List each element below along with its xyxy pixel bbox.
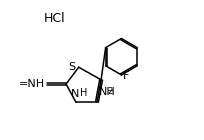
Text: F: F [122, 71, 129, 81]
Text: N: N [71, 89, 79, 99]
Text: H: H [79, 88, 87, 98]
Text: HCl: HCl [43, 12, 65, 25]
Text: =NH: =NH [19, 79, 45, 89]
Text: 2: 2 [107, 87, 112, 96]
Text: NH: NH [99, 87, 115, 97]
Text: S: S [68, 61, 75, 72]
